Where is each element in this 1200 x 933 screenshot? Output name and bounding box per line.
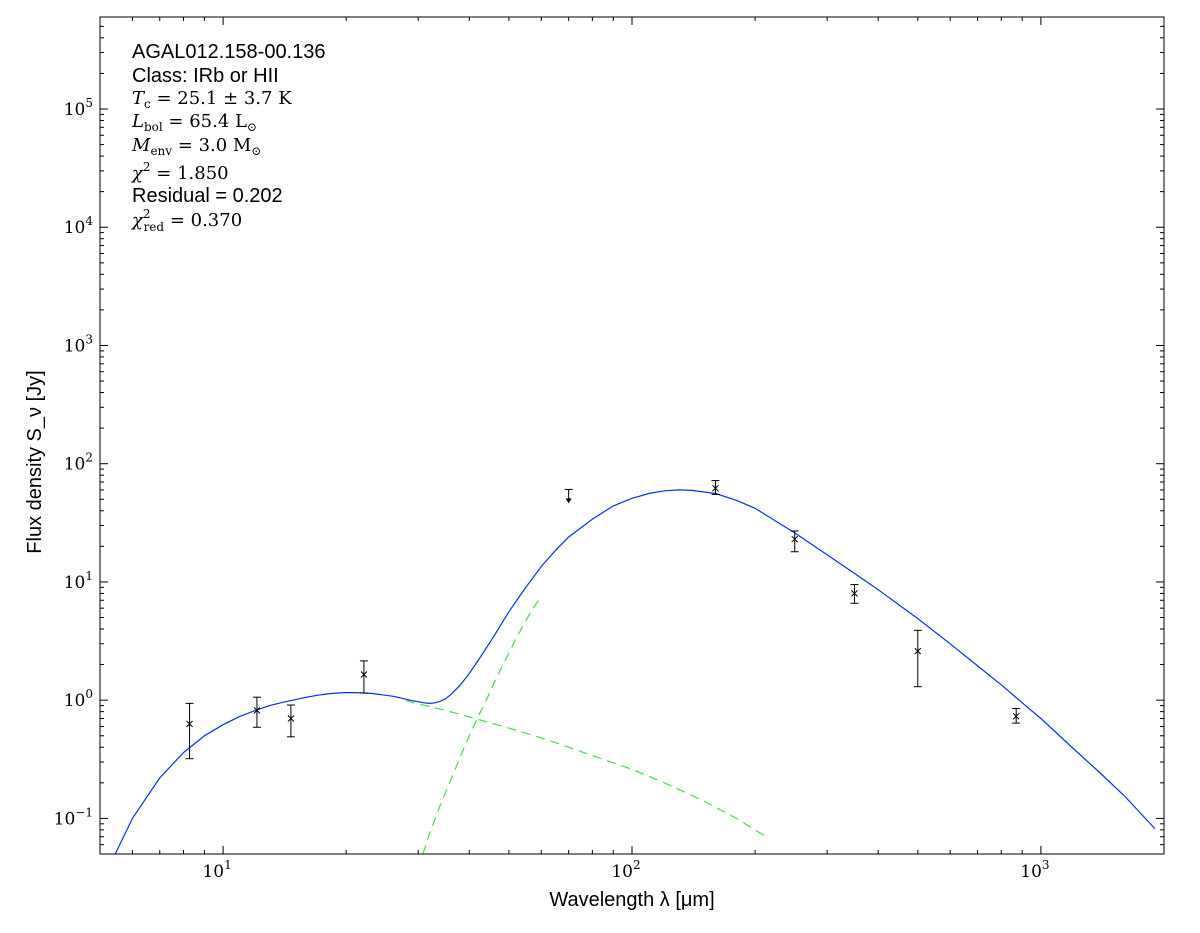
y-tick-label: 105: [64, 96, 93, 120]
annotation-chi2: χ2 = 1.850: [130, 160, 229, 184]
point-marker: [791, 535, 799, 543]
upper-limit-arrow: [565, 498, 572, 504]
axis-tick-labels: 101 102 103 10−1 100 101 102 103 104 105: [54, 96, 1050, 882]
annotation-source-name: AGAL012.158-00.136: [132, 41, 326, 63]
model-total: [114, 489, 1156, 854]
data-point: [185, 702, 194, 760]
data-point: [252, 696, 261, 728]
point-marker: [287, 715, 295, 722]
annotation-menv: Menv = 3.0 M⊙: [131, 135, 261, 158]
model-components: [405, 596, 765, 854]
data-point: [790, 530, 799, 553]
y-axis-label: Flux density S_ν [Jy]: [24, 370, 46, 553]
data-point: [359, 660, 368, 694]
plot-area: [100, 17, 1164, 854]
x-axis-label: Wavelength λ [μm]: [549, 889, 714, 911]
upper-limit-point: [564, 488, 573, 504]
axis-ticks: [99, 16, 1165, 855]
data-points: [185, 480, 1021, 760]
annotation-tc: Tc = 25.1 ± 3.7 K: [132, 88, 292, 111]
data-point: [913, 629, 922, 688]
point-marker: [360, 671, 368, 678]
data-point: [286, 704, 295, 738]
point-marker: [914, 647, 922, 655]
y-tick-label: 101: [64, 569, 93, 593]
plot-frame: [99, 16, 1165, 855]
model-total-curve: [114, 489, 1156, 854]
annotation-lbol: Lbol = 65.4 L⊙: [131, 111, 257, 134]
x-tick-label: 101: [202, 858, 231, 882]
plot-content: [114, 480, 1156, 854]
data-point: [850, 584, 859, 604]
cold-component-curve: [422, 596, 542, 854]
y-tick-label: 100: [64, 687, 93, 711]
x-tick-label: 103: [1020, 858, 1049, 882]
annotation-class: Class: IRb or HII: [132, 65, 279, 87]
point-marker: [253, 707, 261, 714]
annotation-chi2-red: χ2 red = 0.370: [130, 207, 242, 234]
warm-component-curve: [405, 700, 765, 836]
y-tick-label: 10−1: [54, 805, 93, 829]
y-tick-label: 103: [64, 332, 93, 356]
data-point: [1012, 708, 1021, 724]
point-marker: [851, 590, 858, 597]
point-marker: [712, 484, 719, 492]
point-marker: [1012, 712, 1020, 720]
y-tick-label: 104: [64, 214, 94, 238]
point-marker: [186, 720, 193, 728]
annotation-residual: Residual = 0.202: [132, 185, 283, 207]
y-tick-label: 102: [64, 451, 93, 475]
data-point: [711, 480, 720, 495]
x-tick-label: 102: [611, 858, 640, 882]
